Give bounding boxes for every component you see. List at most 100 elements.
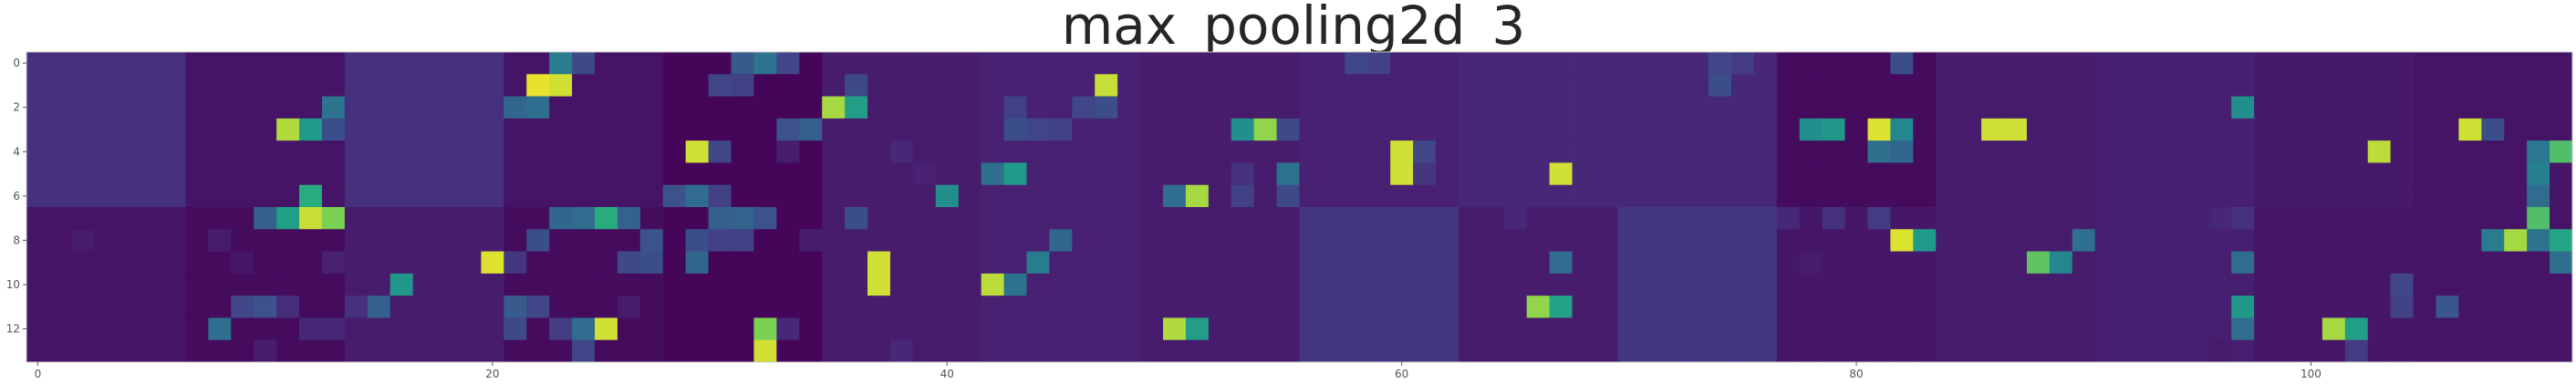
heatmap-cell	[481, 96, 504, 119]
heatmap-cell	[71, 229, 96, 252]
heatmap-cell	[2117, 317, 2141, 341]
heatmap-cell	[889, 207, 914, 230]
heatmap-cell	[1185, 339, 1210, 363]
heatmap-cell	[2550, 184, 2573, 208]
heatmap-cell	[1503, 74, 1528, 97]
heatmap-cell	[48, 140, 73, 163]
heatmap-cell	[594, 140, 618, 163]
heatmap-cell	[2413, 140, 2436, 163]
heatmap-cell	[321, 52, 346, 75]
heatmap-cell	[2072, 339, 2096, 363]
heatmap-cell	[1436, 52, 1459, 75]
heatmap-cell	[594, 251, 618, 275]
heatmap-cell	[1913, 317, 1937, 341]
heatmap-cell	[1253, 52, 1277, 75]
heatmap-cell	[731, 339, 754, 363]
heatmap-cell	[1594, 140, 1618, 163]
heatmap-cell	[367, 74, 391, 97]
heatmap-cell	[2140, 251, 2164, 275]
heatmap-cell	[1503, 317, 1528, 341]
heatmap-cell	[1095, 184, 1118, 208]
heatmap-cell	[1617, 339, 1641, 363]
heatmap-cell	[208, 74, 232, 97]
heatmap-cell	[845, 118, 868, 141]
heatmap-cell	[981, 74, 1004, 97]
heatmap-cell	[390, 339, 414, 363]
heatmap-cell	[276, 207, 300, 230]
heatmap-cell	[1594, 184, 1618, 208]
heatmap-cell	[140, 251, 163, 275]
heatmap-cell	[254, 251, 277, 275]
heatmap-cell	[2458, 52, 2482, 75]
heatmap-cell	[48, 207, 73, 230]
heatmap-cell	[594, 317, 618, 341]
heatmap-cell	[2322, 251, 2346, 275]
heatmap-cell	[1140, 52, 1164, 75]
heatmap-cell	[526, 317, 550, 341]
heatmap-cell	[2186, 317, 2209, 341]
heatmap-cell	[276, 273, 300, 296]
heatmap-cell	[412, 140, 436, 163]
heatmap-cell	[1799, 118, 1823, 141]
heatmap-cell	[2004, 74, 2028, 97]
heatmap-cell	[2026, 184, 2051, 208]
heatmap-cell	[639, 273, 664, 296]
heatmap-cell	[1844, 251, 1868, 275]
heatmap-cell	[1776, 229, 1801, 252]
heatmap-cell	[1867, 229, 1891, 252]
heatmap-cell	[94, 96, 119, 119]
heatmap-cell	[2436, 296, 2459, 318]
heatmap-cell	[1072, 118, 1096, 141]
heatmap-cell	[1072, 317, 1096, 341]
heatmap-cell	[94, 74, 119, 97]
heatmap-cell	[162, 207, 186, 230]
heatmap-cell	[549, 118, 573, 141]
heatmap-cell	[1185, 52, 1210, 75]
heatmap-cell	[2049, 96, 2073, 119]
heatmap-cell	[845, 273, 868, 296]
heatmap-cell	[958, 317, 982, 341]
heatmap-cell	[140, 52, 163, 75]
heatmap-cell	[1322, 207, 1345, 230]
heatmap-cell	[639, 251, 664, 275]
heatmap-cell	[2163, 273, 2186, 296]
heatmap-cell	[1480, 118, 1505, 141]
y-tick-label: 8	[13, 234, 20, 246]
heatmap-cell	[1117, 118, 1141, 141]
heatmap-cell	[435, 317, 459, 341]
heatmap-cell	[1572, 140, 1595, 163]
heatmap-cell	[1753, 118, 1778, 141]
heatmap-cell	[1753, 296, 1778, 318]
heatmap-cell	[1003, 184, 1027, 208]
heatmap-cell	[1095, 296, 1118, 318]
heatmap-cell	[2458, 273, 2482, 296]
heatmap-cell	[822, 251, 846, 275]
heatmap-cell	[162, 184, 186, 208]
heatmap-cell	[639, 296, 664, 318]
heatmap-cell	[2026, 273, 2051, 296]
heatmap-cell	[822, 339, 846, 363]
heatmap-cell	[117, 140, 140, 163]
heatmap-cell	[1413, 118, 1437, 141]
heatmap-cell	[2094, 118, 2119, 141]
heatmap-cell	[617, 184, 641, 208]
heatmap-cell	[1117, 296, 1141, 318]
heatmap-cell	[1185, 317, 1210, 341]
heatmap-cell	[458, 229, 482, 252]
heatmap-cell	[299, 140, 323, 163]
y-tick-label: 10	[6, 278, 20, 291]
heatmap-cell	[1276, 229, 1300, 252]
heatmap-cell	[458, 339, 482, 363]
heatmap-cell	[1345, 184, 1368, 208]
heatmap-cell	[412, 273, 436, 296]
heatmap-cell	[2436, 184, 2459, 208]
heatmap-cell	[2186, 251, 2209, 275]
heatmap-cell	[2163, 207, 2186, 230]
heatmap-cell	[1730, 74, 1755, 97]
heatmap-cell	[2026, 162, 2051, 186]
heatmap-cell	[117, 74, 140, 97]
heatmap-cell	[208, 251, 232, 275]
heatmap-cell	[276, 339, 300, 363]
heatmap-cell	[208, 162, 232, 186]
heatmap-cell	[1913, 229, 1937, 252]
